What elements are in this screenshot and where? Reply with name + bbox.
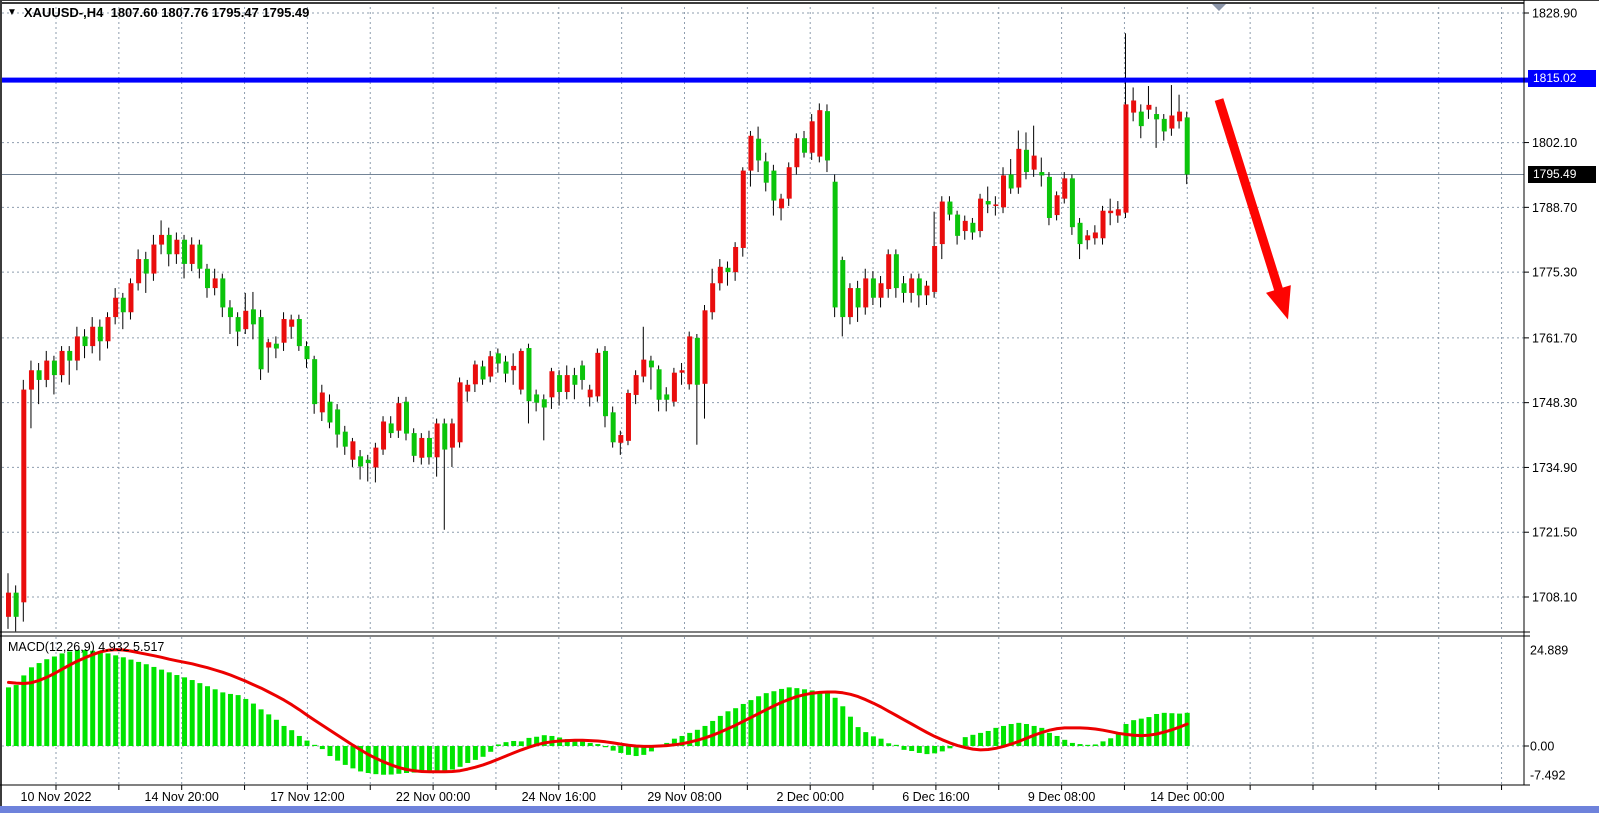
svg-text:1708.10: 1708.10 [1532, 591, 1577, 605]
symbol-ohlc-text: XAUUSD-,H4 1807.60 1807.76 1795.47 1795.… [23, 5, 310, 20]
svg-text:22 Nov 00:00: 22 Nov 00:00 [396, 790, 470, 804]
macd-histogram [6, 650, 1190, 775]
svg-text:1788.70: 1788.70 [1532, 201, 1577, 215]
svg-text:0.00: 0.00 [1530, 740, 1554, 754]
chart-shift-marker-icon [1212, 4, 1226, 11]
svg-text:17 Nov 12:00: 17 Nov 12:00 [270, 790, 344, 804]
macd-signal-line [7, 648, 1189, 774]
macd-axis-labels: 24.889 0.00 -7.492 [1530, 644, 1568, 783]
svg-text:6 Dec 16:00: 6 Dec 16:00 [902, 790, 969, 804]
macd-indicator-label: MACD(12,26,9) 4.932 5.517 [8, 640, 165, 654]
resistance-line [2, 77, 1531, 83]
svg-text:1734.90: 1734.90 [1532, 461, 1577, 475]
svg-text:10 Nov 2022: 10 Nov 2022 [21, 790, 92, 804]
svg-text:1721.50: 1721.50 [1532, 526, 1577, 540]
gridlines [2, 2, 1529, 790]
window-bottom-bar [0, 806, 1599, 813]
resistance-price-badge: 1815.02 [1528, 70, 1596, 87]
svg-text:-7.492: -7.492 [1530, 768, 1565, 782]
symbol-ohlc-line: ▼ XAUUSD-,H4 1807.60 1807.76 1795.47 1795… [7, 5, 309, 20]
svg-text:1828.90: 1828.90 [1532, 7, 1577, 21]
svg-text:9 Dec 08:00: 9 Dec 08:00 [1028, 790, 1095, 804]
svg-text:29 Nov 08:00: 29 Nov 08:00 [647, 790, 721, 804]
downtrend-arrow [1214, 98, 1291, 320]
svg-text:1748.30: 1748.30 [1532, 396, 1577, 410]
svg-text:1761.70: 1761.70 [1532, 331, 1577, 345]
candles-layer [6, 33, 1190, 632]
symbol-dropdown-icon[interactable]: ▼ [7, 6, 17, 18]
svg-text:24.889: 24.889 [1530, 644, 1568, 658]
svg-text:1802.10: 1802.10 [1532, 136, 1577, 150]
svg-text:14 Nov 20:00: 14 Nov 20:00 [145, 790, 219, 804]
current-price-badge: 1795.49 [1528, 166, 1596, 183]
price-axis-labels: 1828.90 1802.10 1788.70 1775.30 1761.70 1748.… [1532, 7, 1577, 605]
svg-text:1775.30: 1775.30 [1532, 266, 1577, 280]
time-axis-labels: 10 Nov 2022 14 Nov 20:00 17 Nov 12:00 22 No… [21, 790, 1225, 804]
svg-text:14 Dec 00:00: 14 Dec 00:00 [1150, 790, 1224, 804]
svg-text:24 Nov 16:00: 24 Nov 16:00 [522, 790, 596, 804]
svg-text:2 Dec 00:00: 2 Dec 00:00 [776, 790, 843, 804]
